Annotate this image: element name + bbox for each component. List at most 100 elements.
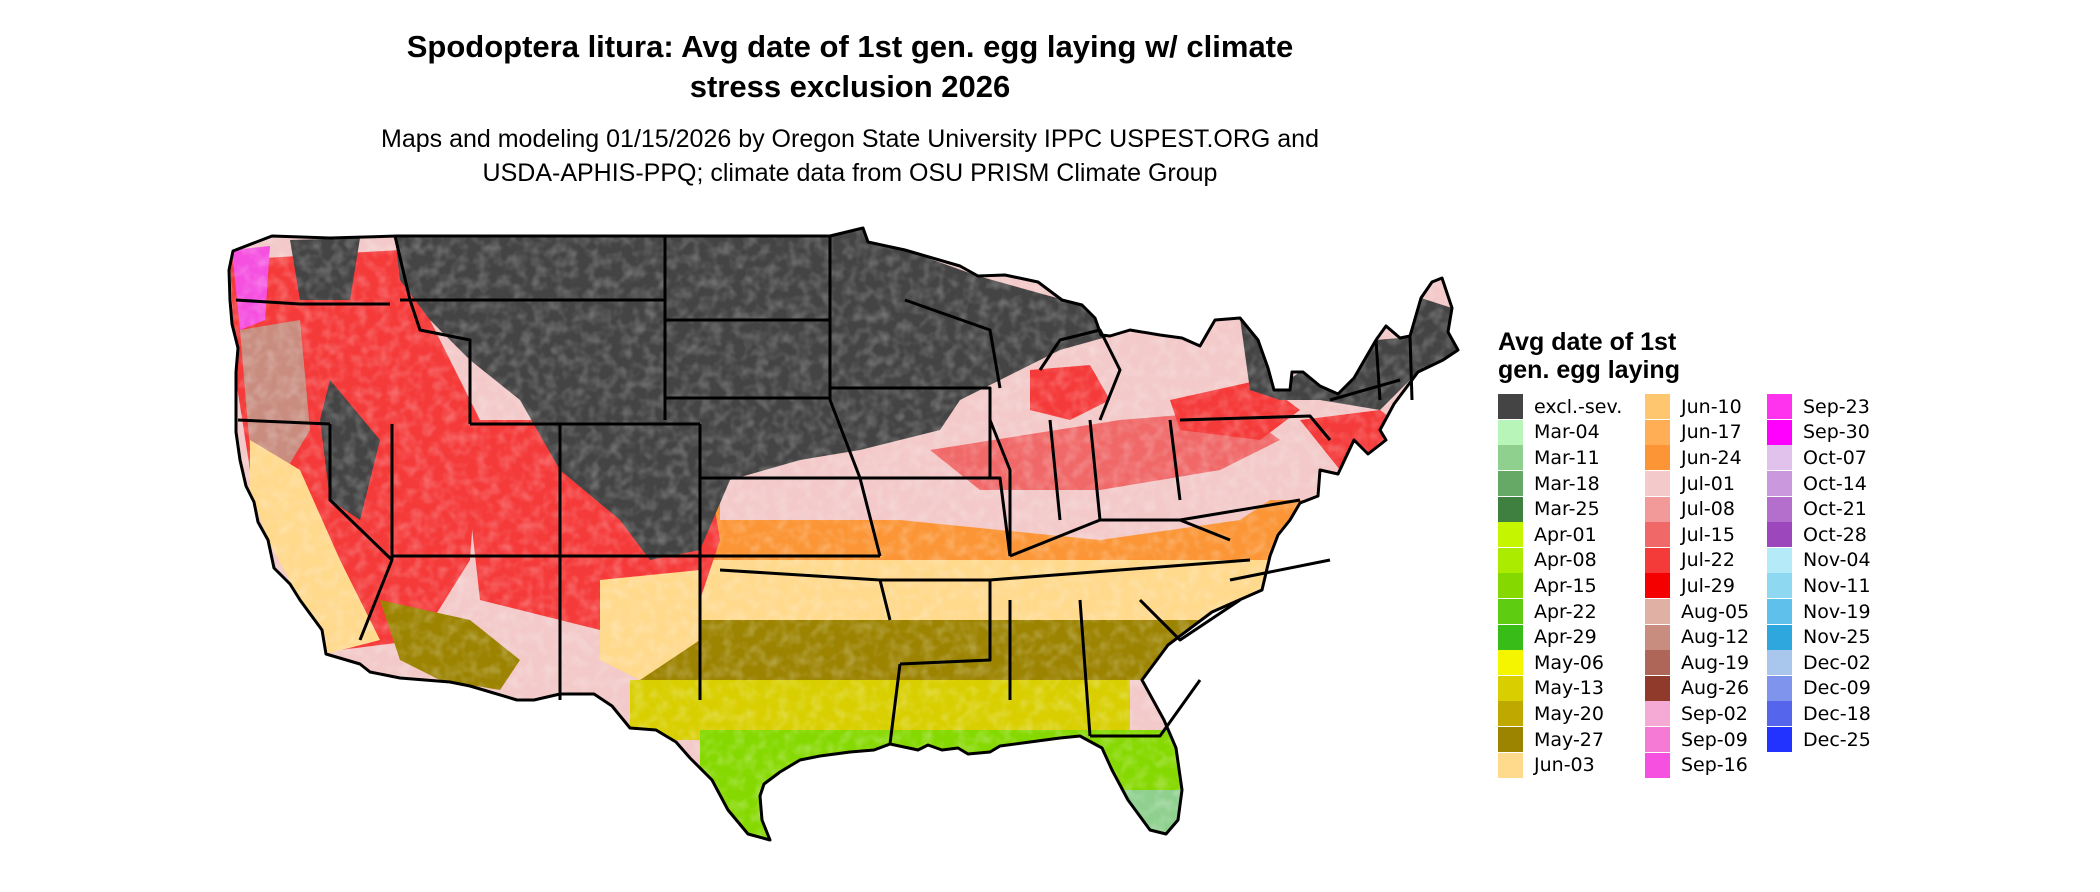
map-subtitle-line-2: USDA-APHIS-PPQ; climate data from OSU PR… [482, 159, 1218, 187]
border-pa-ny [1179, 414, 1332, 441]
legend-label: Sep-09 [1681, 728, 1748, 751]
legend-label: Apr-29 [1534, 626, 1597, 649]
border-mn-east [828, 236, 882, 557]
border-new-england [1329, 335, 1414, 402]
legend-swatch [1498, 624, 1523, 650]
legend-label: Dec-18 [1803, 702, 1871, 725]
legend-item: Aug-26 [1645, 675, 1750, 702]
legend-swatch [1767, 419, 1792, 445]
legend-swatch [1645, 547, 1670, 573]
legend-item: Aug-19 [1645, 650, 1749, 676]
border-mi-lower [1038, 328, 1122, 421]
legend-swatch [1767, 624, 1792, 650]
legend-title: Avg date of 1st gen. egg laying [1498, 328, 1758, 384]
border-idaho-east [393, 235, 472, 424]
legend-item: May-06 [1498, 650, 1604, 676]
legend-item: Apr-29 [1498, 624, 1597, 650]
legend-label: May-20 [1534, 702, 1604, 725]
legend-item: Mar-18 [1498, 471, 1600, 497]
legend-label: May-27 [1534, 728, 1604, 751]
legend-item: May-13 [1498, 675, 1604, 702]
legend-label: Oct-21 [1803, 498, 1867, 521]
legend-swatch [1645, 419, 1670, 445]
map-title: Spodoptera litura: Avg date of 1st gen. … [250, 27, 1450, 107]
legend-label: Jul-01 [1681, 472, 1735, 495]
legend-swatch [1498, 547, 1523, 573]
legend-item: Sep-02 [1645, 701, 1748, 727]
legend-label: Apr-15 [1534, 574, 1597, 597]
legend-label: Jul-08 [1681, 498, 1735, 521]
legend-swatch [1498, 701, 1523, 727]
legend-swatch [1498, 394, 1523, 420]
border-wa-or [235, 298, 390, 306]
legend-swatch [1645, 752, 1670, 778]
legend-label: Mar-11 [1534, 446, 1600, 469]
legend-item: Jul-01 [1645, 471, 1735, 497]
legend-item: Jul-22 [1645, 547, 1735, 574]
legend-label: Sep-02 [1681, 702, 1748, 725]
legend-label: Apr-08 [1534, 549, 1597, 572]
legend-swatch [1767, 599, 1792, 625]
legend-item: May-27 [1498, 727, 1604, 753]
border-il-in [988, 419, 1062, 556]
map-title-line-2: stress exclusion 2026 [689, 69, 1011, 104]
legend-swatch [1767, 701, 1792, 727]
legend-swatch [1645, 573, 1670, 599]
legend-item: Aug-12 [1645, 624, 1749, 650]
legend-swatch [1767, 522, 1792, 548]
map-title-line-1: Spodoptera litura: Avg date of 1st gen. … [406, 29, 1294, 64]
border-va-nc [1179, 498, 1331, 582]
legend-item: Oct-28 [1767, 522, 1867, 548]
legend-swatch [1498, 471, 1523, 497]
legend-swatch [1498, 573, 1523, 599]
legend-label: excl.-sev. [1534, 395, 1623, 418]
legend-item: Dec-09 [1767, 675, 1871, 702]
legend-label: Jul-29 [1681, 574, 1735, 597]
legend-label: Aug-26 [1681, 677, 1750, 700]
legend-item: May-20 [1498, 701, 1604, 727]
legend-swatch [1767, 445, 1792, 471]
legend-item: Apr-22 [1498, 599, 1597, 625]
map-grain-overlay [229, 228, 1458, 840]
legend-item: Oct-21 [1767, 496, 1867, 522]
legend-item: Mar-11 [1498, 445, 1600, 471]
legend-label: May-13 [1534, 677, 1604, 700]
legend-item: Mar-04 [1498, 419, 1600, 446]
legend-label: Jun-17 [1681, 421, 1742, 444]
legend-swatch [1498, 445, 1523, 471]
legend-item: Jun-24 [1645, 445, 1742, 471]
border-or-ca [237, 418, 331, 426]
map-subtitle-line-1: Maps and modeling 01/15/2026 by Oregon S… [381, 125, 1319, 153]
legend-swatch [1645, 650, 1670, 676]
legend-label: Aug-19 [1681, 651, 1750, 674]
legend-swatch [1498, 675, 1523, 701]
legend-label: Oct-14 [1803, 472, 1867, 495]
legend-label: Mar-04 [1534, 421, 1600, 444]
legend-swatch [1645, 471, 1670, 497]
legend-label: Dec-09 [1803, 677, 1871, 700]
legend-item: Oct-14 [1767, 471, 1867, 497]
legend-item: Nov-04 [1767, 547, 1871, 574]
legend-label: Aug-12 [1681, 626, 1750, 649]
legend-item: Nov-11 [1767, 573, 1871, 599]
us-outline [227, 226, 1460, 842]
legend-item: Sep-23 [1767, 394, 1870, 420]
state-borders [227, 226, 1460, 842]
legend-label: Sep-30 [1803, 421, 1870, 444]
zone-grain [229, 228, 1458, 840]
border-sc-ga [1138, 598, 1241, 642]
legend-item: excl.-sev. [1498, 394, 1622, 420]
legend-label: Apr-22 [1534, 600, 1597, 623]
legend-label: May-06 [1534, 651, 1604, 674]
legend-title-line-1: Avg date of 1st [1498, 328, 1677, 356]
legend-swatch [1767, 496, 1792, 522]
legend-label: Mar-25 [1534, 498, 1600, 521]
legend-item: Apr-15 [1498, 573, 1597, 599]
legend-label: Jun-10 [1681, 395, 1742, 418]
legend-item: Nov-25 [1767, 624, 1871, 650]
us-egg-laying-map [227, 226, 1460, 842]
legend-swatch [1767, 394, 1792, 420]
legend-swatch [1498, 752, 1523, 778]
legend-swatch [1645, 701, 1670, 727]
legend-label: Sep-16 [1681, 754, 1748, 777]
